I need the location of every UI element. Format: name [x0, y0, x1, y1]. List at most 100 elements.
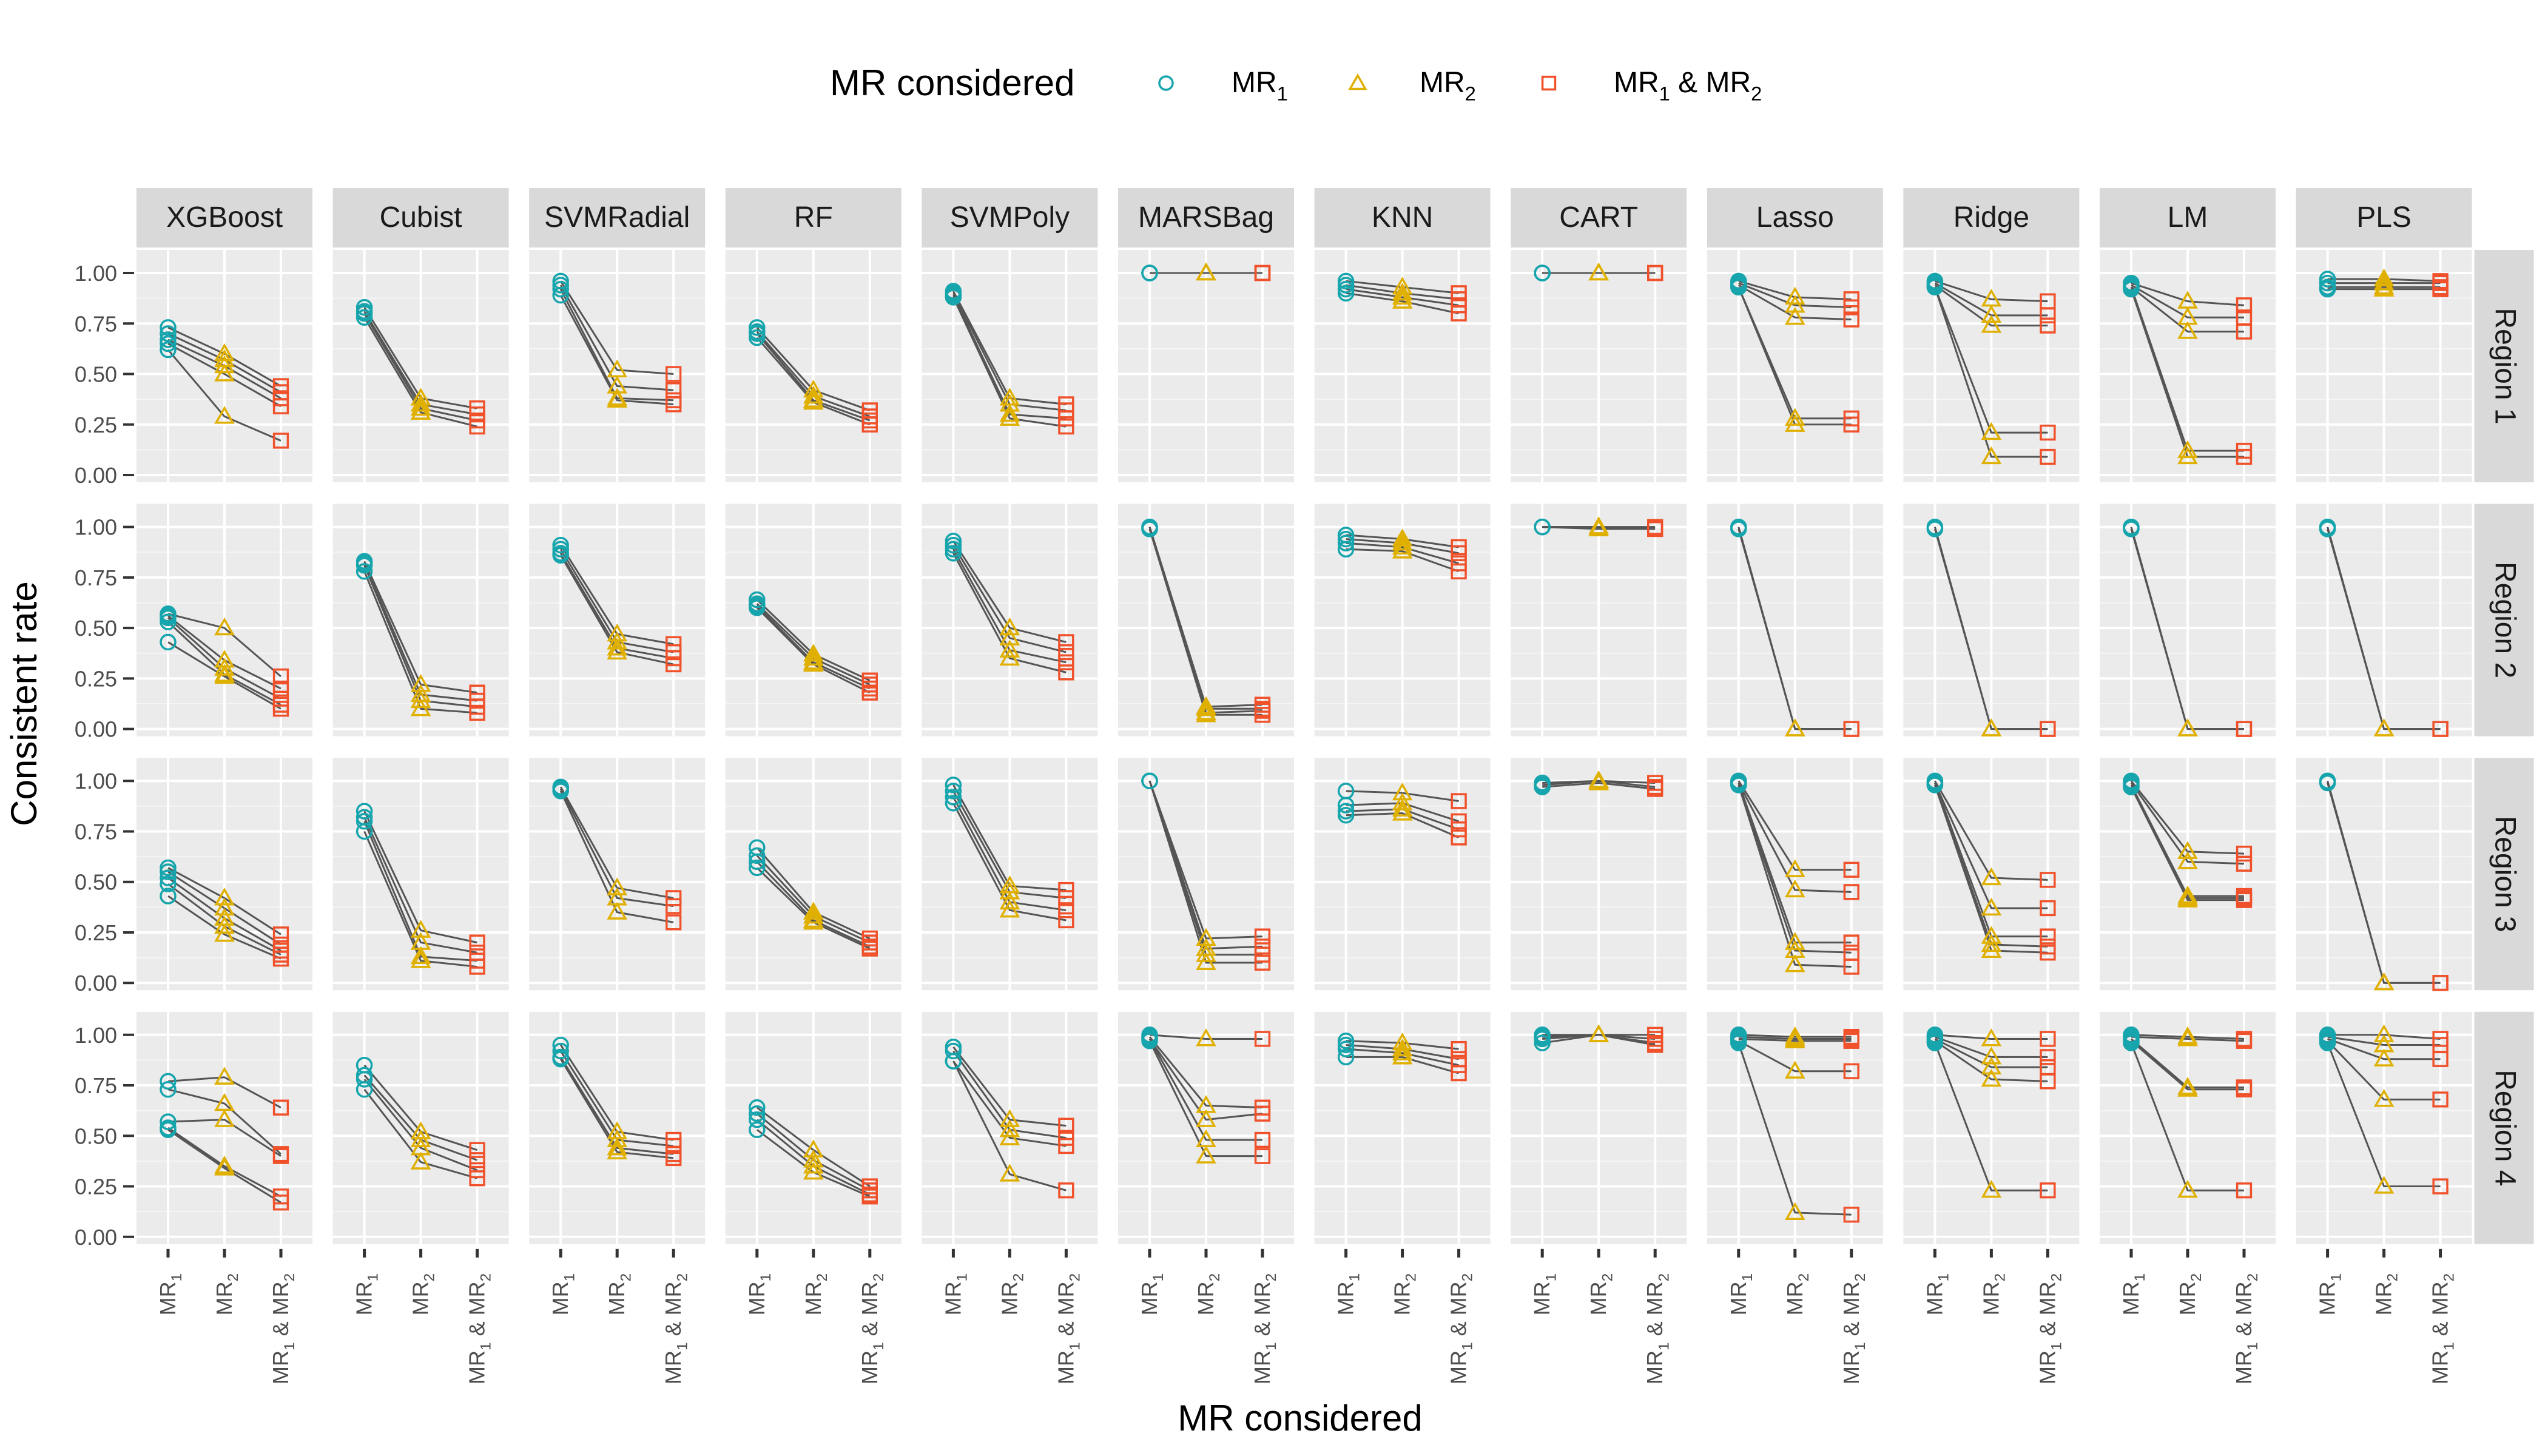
point-mr12	[2040, 721, 2056, 737]
x-tick-label-mr2: MR2	[1586, 1273, 1616, 1316]
x-tick-label-mr12: MR1 & MR2	[1446, 1273, 1476, 1384]
point-mr1	[1926, 278, 1944, 296]
point-mr2	[1392, 1042, 1413, 1060]
series-line	[363, 571, 477, 714]
point-mr1	[749, 847, 766, 864]
point-mr12	[2040, 317, 2056, 334]
point-mr12	[2040, 945, 2056, 961]
point-mr1	[160, 1080, 177, 1098]
point-mr2	[999, 639, 1020, 658]
x-tick-label-mr1: MR1	[155, 1273, 185, 1316]
point-mr12	[469, 704, 485, 721]
point-mr2	[2177, 321, 2198, 339]
point-mr1	[356, 1071, 373, 1088]
series-line	[756, 1113, 871, 1191]
point-mr12	[1451, 829, 1467, 846]
point-mr2	[607, 1141, 628, 1160]
point-mr2	[214, 666, 235, 684]
point-mr12	[1647, 1037, 1663, 1053]
point-mr2	[1196, 1109, 1216, 1127]
x-tick-label-mr1: MR1	[1137, 1273, 1167, 1316]
point-mr2	[410, 920, 431, 938]
series-line	[167, 1088, 282, 1155]
point-mr12	[1451, 813, 1467, 829]
point-mr12	[1254, 265, 1271, 281]
point-mr12	[1843, 1033, 1859, 1049]
point-mr1	[945, 1053, 962, 1070]
series-line	[1737, 528, 1852, 730]
strip-region-1: Region 1	[2474, 250, 2534, 482]
x-tick-label-mr1: MR1	[2118, 1273, 2148, 1316]
series-line	[1346, 548, 1460, 573]
series-line	[1346, 1048, 1459, 1067]
point-mr12	[2236, 855, 2253, 872]
strip-label: Cubist	[380, 201, 462, 234]
y-tick-label: 0.00	[75, 463, 117, 488]
y-tick-label: 0.00	[75, 1225, 117, 1250]
point-mr2	[999, 881, 1020, 900]
point-mr12	[1843, 299, 1859, 315]
point-mr12	[2040, 307, 2056, 324]
point-mr12	[2236, 323, 2253, 340]
region-label: Region 1	[2489, 308, 2521, 424]
panel-xgboost-region-2	[136, 504, 312, 736]
point-mr2	[1981, 1068, 2002, 1087]
legend-title: MR considered	[830, 62, 1075, 103]
point-mr1	[749, 1105, 766, 1122]
panel-knn-region-2	[1314, 504, 1491, 736]
series-line	[952, 294, 1067, 420]
point-mr1	[1141, 265, 1158, 281]
x-tick-label-mr2: MR2	[1782, 1273, 1812, 1316]
panel-cart-region-4	[1511, 1011, 1687, 1244]
point-mr12	[2236, 1033, 2253, 1049]
strip-knn: KNN	[1314, 188, 1491, 248]
point-mr12	[1451, 563, 1467, 580]
point-mr1	[945, 545, 962, 562]
strip-cart: CART	[1511, 188, 1687, 248]
panel-svmpoly-region-4	[922, 1011, 1098, 1244]
point-mr1	[552, 280, 569, 298]
series-line	[2327, 528, 2441, 730]
point-mr2	[2373, 268, 2395, 287]
y-tick-label: 0.50	[75, 616, 117, 641]
x-tick-label-mr12: MR1 & MR2	[1839, 1273, 1869, 1384]
point-mr12	[1254, 939, 1271, 955]
strip-label: MARSBag	[1138, 201, 1274, 234]
y-axis-title: Consistent rate	[4, 581, 44, 826]
point-mr2	[1981, 1028, 2002, 1046]
point-mr2	[1981, 934, 2002, 952]
point-mr12	[1843, 934, 1859, 951]
point-mr12	[2040, 928, 2056, 945]
strip-cubist: Cubist	[332, 188, 509, 248]
point-mr1	[356, 557, 373, 574]
point-mr12	[1254, 928, 1271, 945]
panel-knn-region-3	[1314, 758, 1491, 991]
point-mr2	[999, 1109, 1020, 1127]
point-mr1	[160, 869, 177, 886]
panel-lasso-region-2	[1707, 504, 1883, 737]
point-mr12	[1843, 861, 1859, 878]
strip-ridge: Ridge	[1903, 188, 2080, 248]
point-mr12	[861, 684, 878, 701]
panel-ridge-region-3	[1903, 758, 2080, 991]
series-line	[1934, 286, 2048, 434]
x-tick-label-mr2: MR2	[408, 1273, 438, 1316]
point-mr12	[666, 1138, 682, 1154]
point-mr12	[2040, 872, 2056, 888]
point-mr2	[2177, 889, 2198, 908]
point-mr2	[410, 690, 431, 709]
point-mr2	[1392, 282, 1413, 301]
point-mr1	[749, 1111, 766, 1128]
series-line	[1934, 1038, 2048, 1068]
panel-cart-region-2	[1511, 504, 1687, 736]
strip-pls: PLS	[2296, 188, 2472, 248]
point-mr2	[1981, 1179, 2002, 1198]
x-tick-label-mr12: MR1 & MR2	[1053, 1273, 1083, 1384]
point-mr2	[1784, 408, 1805, 426]
series-line	[952, 291, 1067, 405]
series-line	[2130, 286, 2244, 452]
series-line	[1148, 1038, 1262, 1141]
point-mr1	[945, 789, 962, 806]
series-line	[559, 790, 674, 923]
x-tick-label-mr12: MR1 & MR2	[1642, 1273, 1672, 1384]
